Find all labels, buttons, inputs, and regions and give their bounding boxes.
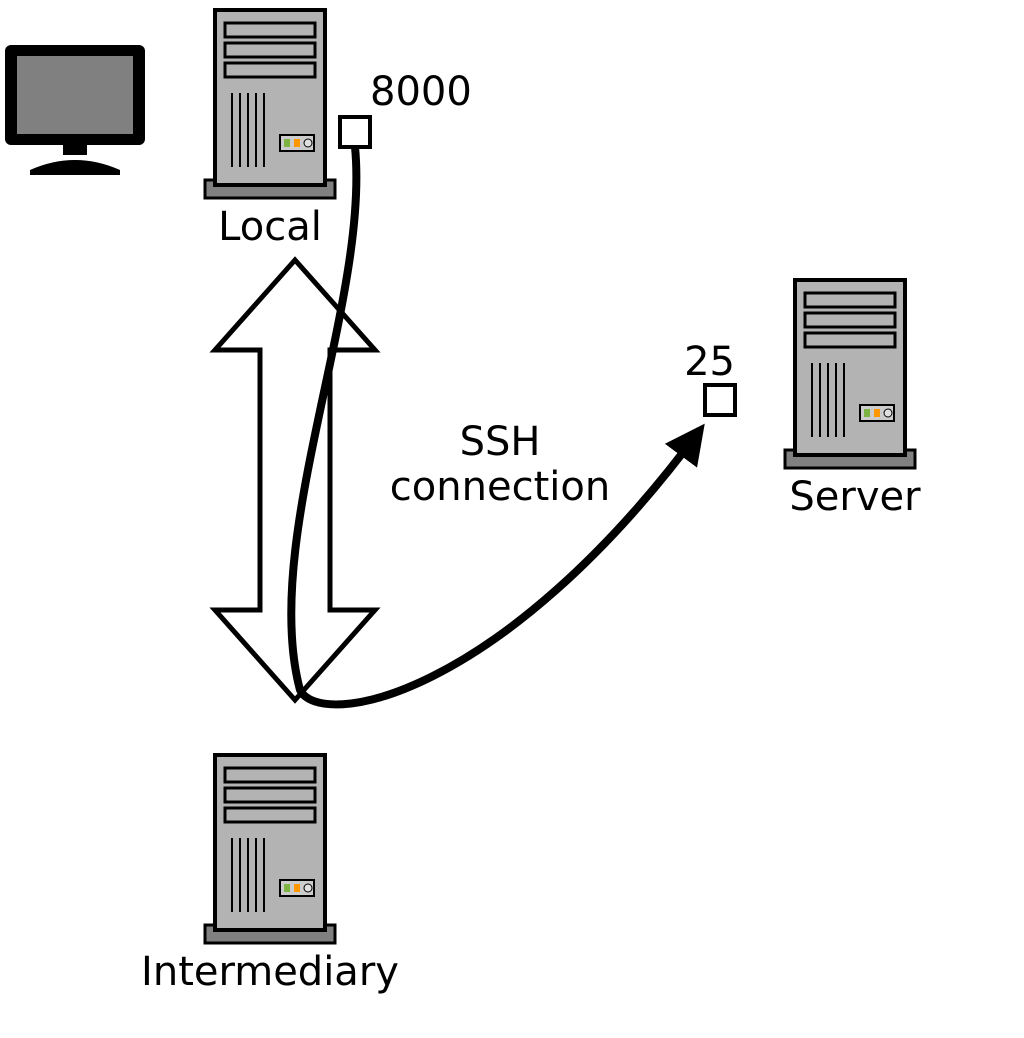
intermediary-label: Intermediary (141, 949, 399, 995)
ssh-label-line2: connection (390, 464, 610, 510)
ssh-tunnel-diagram: 8000 25 SSH connection Local Server Inte… (0, 0, 1024, 1038)
server-label: Server (789, 474, 921, 520)
ssh-label-line1: SSH (460, 419, 541, 465)
intermediary-tower-icon (205, 755, 335, 943)
port-local: 8000 (340, 69, 472, 147)
local-tower-icon (205, 10, 335, 198)
server-tower-icon (785, 280, 915, 468)
ssh-label: SSH connection (390, 419, 610, 510)
port-server-label: 25 (684, 339, 735, 385)
port-local-label: 8000 (370, 69, 472, 115)
port-server: 25 (684, 339, 735, 415)
monitor-icon (5, 45, 145, 175)
local-label: Local (218, 204, 322, 250)
